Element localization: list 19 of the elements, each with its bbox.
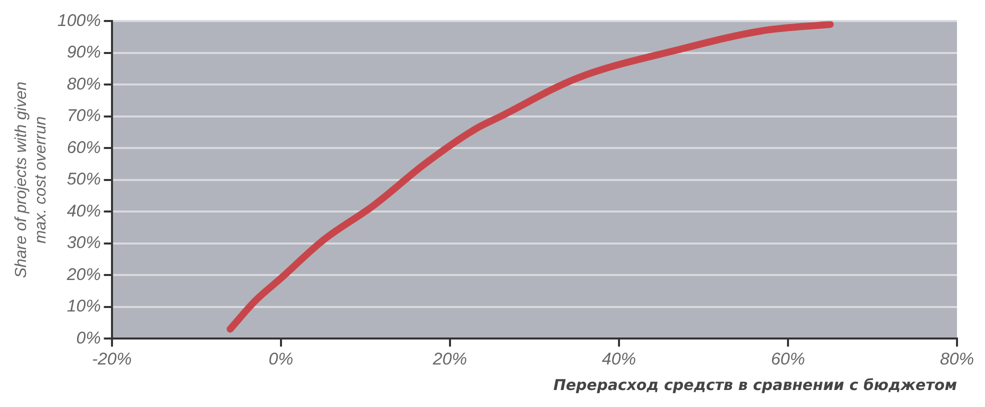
y-tick-label: 60%	[66, 138, 101, 157]
y-axis-title: Share of projects with given max. cost overrun	[13, 82, 50, 278]
y-tick-label: 100%	[57, 10, 101, 30]
x-tick-label: 60%	[770, 350, 805, 369]
y-tick-label: 0%	[76, 328, 101, 348]
y-tick-label: 80%	[66, 74, 101, 94]
x-axis-title: Перерасход средств в сравнении с бюджетом	[553, 376, 957, 394]
y-tick-label: 10%	[66, 296, 101, 316]
y-tick-label: 50%	[66, 170, 101, 189]
y-tick-label: 40%	[66, 201, 101, 220]
y-tick-label: 30%	[66, 233, 101, 252]
x-tick-label: 20%	[432, 350, 467, 369]
x-tick-label: 40%	[602, 350, 636, 369]
y-tick-label: 90%	[66, 42, 101, 62]
x-tick-label: -20%	[92, 350, 132, 369]
x-tick-label: 0%	[268, 350, 294, 369]
y-tick-label: 20%	[66, 264, 101, 284]
y-tick-label: 70%	[66, 106, 101, 126]
x-tick-label: 80%	[940, 350, 974, 369]
